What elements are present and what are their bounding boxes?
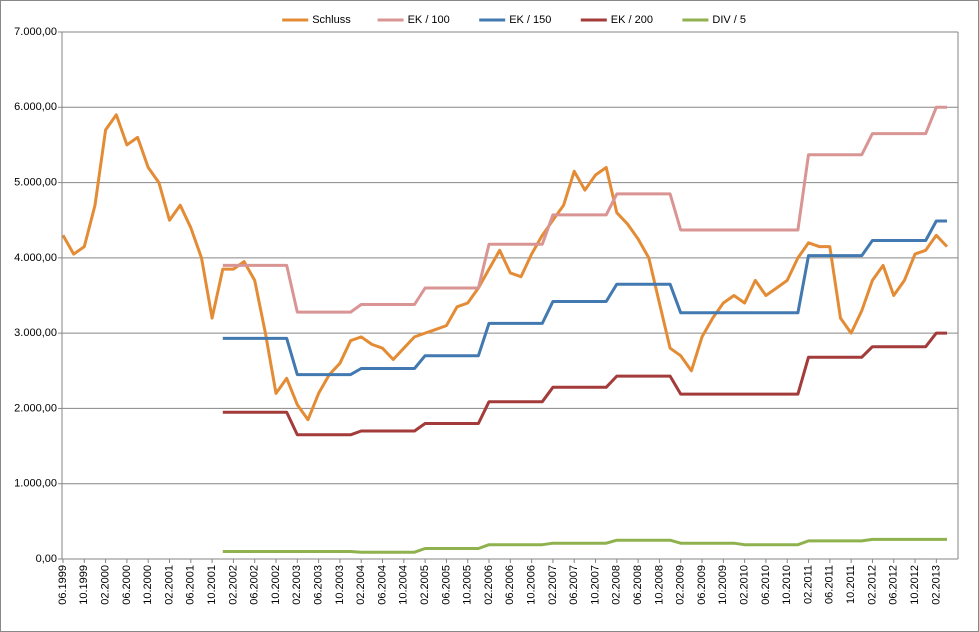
x-tick-label: 06.2012	[888, 565, 900, 605]
legend-label: DIV / 5	[712, 14, 746, 26]
x-tick-label: 06.2001	[185, 565, 197, 605]
x-tick-label: 10.2001	[206, 565, 218, 605]
y-tick-label: 7.000,00	[14, 26, 57, 38]
grid	[62, 31, 958, 560]
x-tick-label: 06.2009	[696, 565, 708, 605]
x-tick-label: 02.2007	[547, 565, 559, 605]
x-tick-label: 02.2009	[675, 565, 687, 605]
x-tick-label: 06.2008	[632, 565, 644, 605]
series-line	[61, 113, 949, 422]
y-tick-label: 4.000,00	[14, 252, 57, 264]
x-tick-label: 02.2006	[483, 565, 495, 605]
legend-label: Schluss	[312, 14, 351, 26]
y-tick-label: 0,00	[36, 553, 57, 565]
series-line	[222, 537, 947, 554]
x-tick-label: 10.2002	[270, 565, 282, 605]
x-tick-label: 10.2009	[717, 565, 729, 605]
x-tick-label: 10.2008	[653, 565, 665, 605]
series-line	[222, 331, 947, 437]
x-tick-label: 10.2012	[909, 565, 921, 605]
x-tick-label: 02.2000	[100, 565, 112, 605]
y-tick-label: 1.000,00	[14, 478, 57, 490]
x-tick-label: 02.2005	[419, 565, 431, 605]
x-tick-label: 10.2003	[334, 565, 346, 605]
y-tick-label: 5.000,00	[14, 176, 57, 188]
x-tick-label: 10.1999	[78, 565, 90, 605]
x-tick-label: 06.2004	[376, 565, 388, 605]
series-line	[222, 219, 947, 377]
x-tick-label: 02.2001	[163, 565, 175, 605]
x-tick-label: 02.2008	[611, 565, 623, 605]
x-tick-label: 10.2004	[398, 565, 410, 605]
x-tick-label: 02.2003	[291, 565, 303, 605]
x-tick-label: 06.2006	[504, 565, 516, 605]
legend: Schluss EK / 100 EK / 150 EK / 200 DIV / 5	[282, 14, 746, 26]
x-tick-label: 06.2007	[568, 565, 580, 605]
x-tick-label: 06.2003	[313, 565, 325, 605]
x-tick-label: 06.2005	[440, 565, 452, 605]
y-tick-label: 3.000,00	[14, 327, 57, 339]
legend-label: EK / 150	[509, 14, 551, 26]
x-tick-label: 02.2013	[930, 565, 942, 605]
x-tick-label: 02.2012	[866, 565, 878, 605]
x-tick-label: 10.2007	[589, 565, 601, 605]
x-tick-label: 02.2010	[739, 565, 751, 605]
x-tick-label: 06.2000	[121, 565, 133, 605]
axes: 0,00 1.000,00 2.000,00 3.000,00 4.000,00 5.00…	[14, 26, 959, 605]
legend-label: EK / 100	[408, 14, 450, 26]
y-tick-label: 2.000,00	[14, 402, 57, 414]
x-tick-label: 06.2010	[760, 565, 772, 605]
plot	[61, 105, 949, 554]
x-tick-label: 10.2005	[462, 565, 474, 605]
x-tick-label: 10.2011	[845, 565, 857, 604]
series-line	[222, 105, 947, 314]
x-tick-label: 06.1999	[57, 565, 69, 605]
y-tick-label: 6.000,00	[14, 101, 57, 113]
x-tick-label: 10.2006	[526, 565, 538, 605]
x-tick-label: 06.2011	[824, 565, 836, 604]
x-tick-label: 10.2000	[142, 565, 154, 605]
x-tick-label: 02.2011	[802, 565, 814, 604]
x-tick-label: 06.2002	[249, 565, 261, 605]
x-tick-label: 02.2004	[355, 565, 367, 605]
x-tick-label: 02.2002	[227, 565, 239, 605]
x-tick-label: 10.2010	[781, 565, 793, 605]
legend-label: EK / 200	[611, 14, 653, 26]
